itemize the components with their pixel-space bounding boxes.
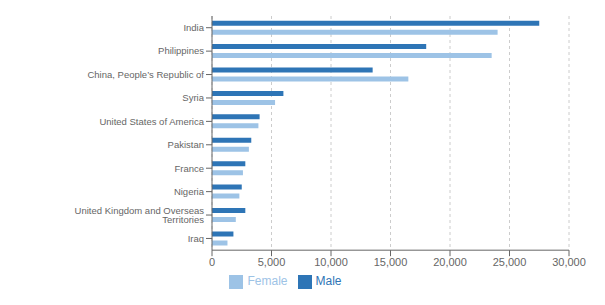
svg-text:United Kingdom and OverseasTer: United Kingdom and OverseasTerritories xyxy=(75,205,205,226)
html-text:Female: Female xyxy=(247,274,288,289)
svg-text:Philippines: Philippines xyxy=(158,45,204,56)
svg-text:Iraq: Iraq xyxy=(188,233,204,244)
svg-text:Syria: Syria xyxy=(182,92,204,103)
html-text:Male: Male xyxy=(315,274,342,289)
svg-text:France: France xyxy=(174,163,204,174)
svg-text:United States of America: United States of America xyxy=(99,116,204,127)
svg-text:20,000: 20,000 xyxy=(433,256,467,268)
svg-text:10,000: 10,000 xyxy=(314,256,348,268)
svg-text:0: 0 xyxy=(209,256,215,268)
svg-text:China, People’s Republic of: China, People’s Republic of xyxy=(87,69,204,80)
svg-text:15,000: 15,000 xyxy=(374,256,408,268)
svg-text:30,000: 30,000 xyxy=(552,256,586,268)
svg-text:Pakistan: Pakistan xyxy=(168,139,204,150)
svg-text:India: India xyxy=(183,22,204,33)
svg-text:Nigeria: Nigeria xyxy=(174,186,205,197)
svg-text:25,000: 25,000 xyxy=(493,256,527,268)
svg-text:5,000: 5,000 xyxy=(258,256,286,268)
